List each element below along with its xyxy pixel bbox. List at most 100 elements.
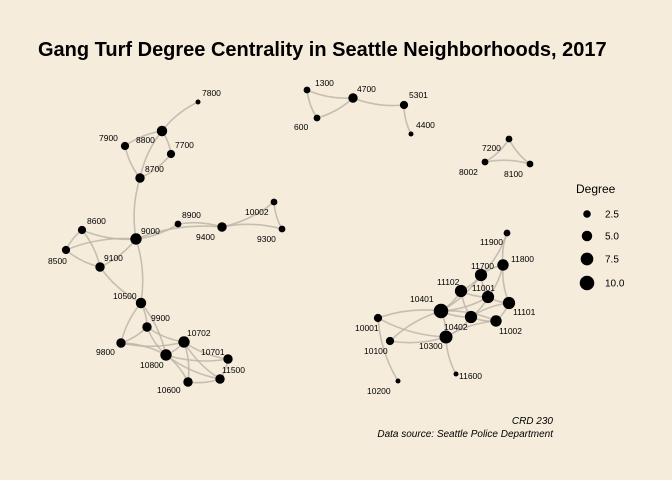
node-label-8600: 8600 xyxy=(87,216,106,226)
node-label-7900: 7900 xyxy=(99,133,118,143)
node-10200 xyxy=(395,378,401,384)
node-9000 xyxy=(130,233,142,245)
nodes-layer xyxy=(61,86,534,387)
node-label-11800: 11800 xyxy=(511,254,534,264)
node-label-9400: 9400 xyxy=(196,232,215,242)
node-10402 xyxy=(464,310,478,324)
node-11900 xyxy=(503,229,511,237)
node-5301 xyxy=(399,100,409,110)
node-10001 xyxy=(373,313,383,323)
legend: Degree 2.5 5.0 7.5 10.0 xyxy=(576,182,625,291)
legend-label-1: 5.0 xyxy=(605,232,619,243)
node-8800 xyxy=(156,125,168,137)
node-11102 xyxy=(454,284,468,298)
node-label-11600: 11600 xyxy=(459,371,482,381)
node-label-600: 600 xyxy=(294,122,308,132)
node-10500 xyxy=(135,297,147,309)
node-label-10600: 10600 xyxy=(157,385,181,395)
node-label-8500: 8500 xyxy=(48,256,67,266)
node-label-11101: 11101 xyxy=(513,307,536,317)
edge-10002-9300 xyxy=(273,201,283,230)
legend-items: 2.5 5.0 7.5 10.0 xyxy=(579,210,625,291)
node-7200 xyxy=(505,135,513,143)
legend-title: Degree xyxy=(576,182,616,196)
legend-key-1 xyxy=(581,230,593,242)
edge-4700-600 xyxy=(316,97,354,119)
edge-600-1300 xyxy=(306,89,318,119)
node-10100 xyxy=(385,336,395,346)
node-10702 xyxy=(178,336,190,348)
node-8600 xyxy=(77,225,87,235)
node-label-9300: 9300 xyxy=(257,234,276,244)
edge-9000-9400 xyxy=(135,225,223,240)
node-label-10800: 10800 xyxy=(140,360,164,370)
node-label-11102: 11102 xyxy=(437,277,460,287)
node-label-10300: 10300 xyxy=(419,341,443,351)
node-label-8800: 8800 xyxy=(136,135,155,145)
node-label-9800: 9800 xyxy=(96,347,115,357)
edge-9400-9300 xyxy=(221,223,283,230)
edge-5301-4400 xyxy=(403,104,412,135)
node-7700 xyxy=(166,149,176,159)
node-9100 xyxy=(95,262,105,272)
node-label-10002: 10002 xyxy=(245,207,269,217)
node-11800 xyxy=(497,259,509,271)
node-label-10100: 10100 xyxy=(364,346,388,356)
node-label-5301: 5301 xyxy=(409,90,428,100)
edge-1300-4700 xyxy=(306,89,354,100)
node-8700 xyxy=(135,173,145,183)
node-label-10401: 10401 xyxy=(410,294,434,304)
node-11001 xyxy=(481,290,495,304)
edge-7800-8800 xyxy=(161,101,199,132)
node-label-9900: 9900 xyxy=(151,313,170,323)
node-label-4400: 4400 xyxy=(416,120,435,130)
node-label-7200: 7200 xyxy=(482,143,501,153)
node-label-11700: 11700 xyxy=(471,261,494,271)
node-11002 xyxy=(490,315,502,327)
node-7900 xyxy=(120,141,130,151)
node-7800 xyxy=(195,99,201,105)
node-label-8002: 8002 xyxy=(459,167,478,177)
node-label-10402: 10402 xyxy=(444,322,468,332)
node-label-11500: 11500 xyxy=(222,365,245,375)
edge-10001-10200 xyxy=(377,317,399,382)
node-9400 xyxy=(217,222,227,232)
node-9800 xyxy=(116,338,126,348)
node-8500 xyxy=(61,245,71,255)
edge-9000-10500 xyxy=(135,238,144,304)
node-label-8100: 8100 xyxy=(504,169,523,179)
node-8900 xyxy=(174,220,182,228)
node-label-7800: 7800 xyxy=(202,88,221,98)
node-label-10001: 10001 xyxy=(355,323,379,333)
node-4400 xyxy=(408,131,414,137)
node-label-1300: 1300 xyxy=(315,78,334,88)
edge-8700-9000 xyxy=(133,177,141,240)
node-10600 xyxy=(183,377,193,387)
caption-crd: CRD 230 xyxy=(512,416,554,427)
edge-10300-10001 xyxy=(377,317,447,338)
node-label-10200: 10200 xyxy=(367,386,391,396)
chart-title: Gang Turf Degree Centrality in Seattle N… xyxy=(38,39,607,61)
edge-10702-9800 xyxy=(120,341,185,348)
legend-key-0 xyxy=(583,210,591,218)
node-10002 xyxy=(270,198,278,206)
edge-8002-8100 xyxy=(484,159,531,165)
node-label-4700: 4700 xyxy=(357,84,376,94)
node-label-11002: 11002 xyxy=(499,326,522,336)
labels-layer: 7800 7900 8800 7700 8700 8600 9000 8900 9400 1000… xyxy=(48,78,536,396)
node-11600 xyxy=(453,371,459,377)
node-10401 xyxy=(433,303,449,319)
edge-10800-11500 xyxy=(165,354,221,380)
node-10800 xyxy=(160,349,172,361)
edge-7900-8700 xyxy=(124,145,141,179)
legend-key-2 xyxy=(580,252,594,266)
node-label-10702: 10702 xyxy=(187,328,211,338)
node-10300 xyxy=(439,330,453,344)
edge-10500-9800 xyxy=(120,302,142,344)
node-4700 xyxy=(348,93,358,103)
node-11700 xyxy=(474,268,488,282)
legend-label-3: 10.0 xyxy=(605,279,625,290)
node-label-7700: 7700 xyxy=(175,140,194,150)
node-10701 xyxy=(223,354,233,364)
